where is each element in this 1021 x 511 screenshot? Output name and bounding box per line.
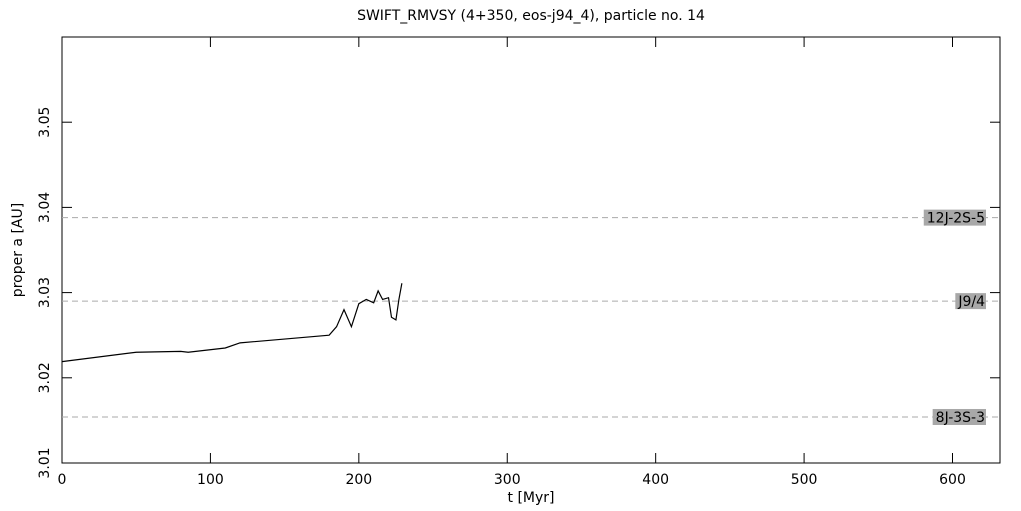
reference-label-box [955,293,986,310]
y-tick-label: 3.01 [37,447,53,478]
x-tick-label: 0 [58,472,67,488]
reference-label: 12J-2S-5 [927,211,985,227]
y-tick-label: 3.02 [37,362,53,393]
x-tick-label: 100 [197,472,224,488]
chart-title: SWIFT_RMVSY (4+350, eos-j94_4), particle… [357,8,705,24]
reference-label: 8J-3S-3 [936,410,985,426]
y-tick-label: 3.04 [37,192,53,223]
reference-label-box [932,408,986,425]
x-tick-label: 300 [494,472,521,488]
y-axis-label: proper a [AU] [10,203,26,297]
data-line [61,283,403,363]
reference-label: J9/4 [957,294,985,310]
x-tick-label: 200 [345,472,372,488]
plot-frame [61,36,1001,464]
y-tick-label: 3.05 [37,107,53,138]
x-tick-label: 400 [642,472,669,488]
y-tick-label: 3.03 [37,277,53,308]
x-tick-label: 500 [791,472,818,488]
x-tick-label: 600 [939,472,966,488]
reference-label-box [923,209,986,226]
x-axis-label: t [Myr] [508,490,555,506]
